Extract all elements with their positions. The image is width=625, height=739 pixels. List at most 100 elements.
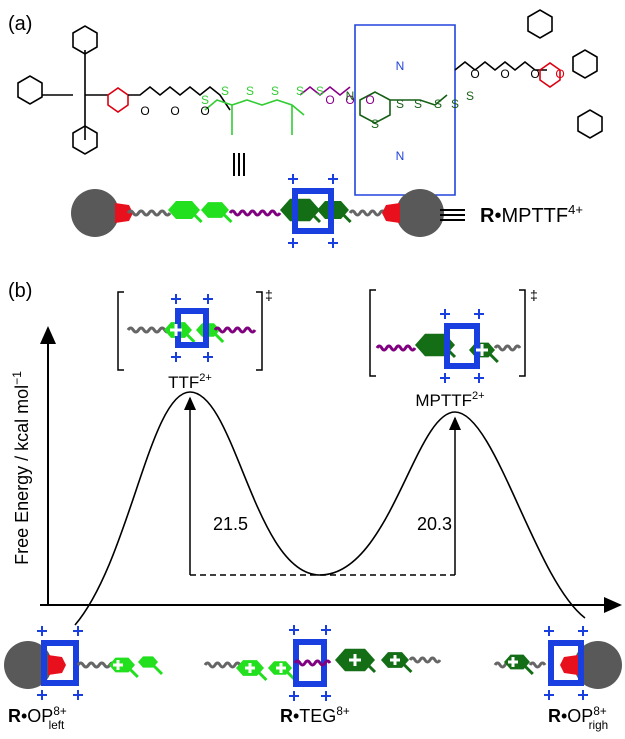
spacer <box>382 203 400 223</box>
plus-sign <box>440 309 450 319</box>
methyl <box>214 332 225 344</box>
bond <box>17 75 43 105</box>
atom-label: S <box>434 97 442 111</box>
plus-sign <box>508 657 518 667</box>
ts-label: TTF2+ <box>168 372 212 392</box>
methyl <box>365 662 377 674</box>
state-label: R•OP8+ left <box>8 705 67 732</box>
chain <box>408 656 442 664</box>
bond <box>572 49 598 79</box>
state-label: R•TEG8+ <box>280 705 350 726</box>
panel-label: (b) <box>8 280 32 302</box>
spacer <box>48 655 66 675</box>
spacer <box>560 655 578 675</box>
methyl <box>310 212 322 224</box>
spacer <box>115 203 133 223</box>
atom-label: O <box>530 67 539 81</box>
stopper <box>71 189 119 237</box>
superscript: 2+ <box>199 372 212 384</box>
bond <box>454 60 547 72</box>
panel-label: (a) <box>8 13 32 35</box>
plus-sign <box>113 660 123 670</box>
ttf-unit <box>168 200 200 220</box>
chain <box>528 661 547 669</box>
stopper <box>4 641 52 689</box>
atom-label: S <box>396 97 404 111</box>
atom-label: N <box>396 149 405 163</box>
methyl <box>222 212 233 224</box>
bracket <box>117 291 263 371</box>
bracket <box>369 289 526 377</box>
bond <box>299 85 351 97</box>
superscript: 2+ <box>472 390 485 402</box>
atom-label: S <box>371 117 379 131</box>
atom-label: S <box>296 84 304 98</box>
plus-sign <box>321 691 331 701</box>
superscript: 4+ <box>568 202 583 217</box>
atom-label: S <box>221 84 229 98</box>
cbpqt-ring <box>292 188 334 234</box>
bond <box>42 50 108 140</box>
atom-label: S <box>316 84 324 98</box>
chain <box>293 659 332 667</box>
atom-label: S <box>451 97 459 111</box>
ttf-unit <box>201 202 229 218</box>
bond <box>577 109 603 139</box>
superscript: 8+ <box>53 705 67 718</box>
superscript: −1 <box>10 371 24 385</box>
bond <box>128 85 231 111</box>
methyl <box>523 664 534 676</box>
bond <box>354 24 456 196</box>
methyl <box>152 664 164 676</box>
plus-sign <box>73 690 83 700</box>
plus-sign <box>171 294 181 304</box>
atom-label: S <box>246 84 254 98</box>
plus-sign <box>203 294 213 304</box>
barrier-value: 20.3 <box>417 514 452 534</box>
atom-label: O <box>470 67 479 81</box>
dagger: ‡ <box>265 287 273 303</box>
bond <box>527 9 553 39</box>
dagger: ‡ <box>530 287 538 303</box>
equivalence <box>233 153 245 176</box>
plus-sign <box>474 309 484 319</box>
cbpqt-ring <box>175 308 209 348</box>
label-main: •OP <box>21 706 53 726</box>
plus-sign <box>288 174 298 184</box>
atom-label: O <box>345 93 354 107</box>
atom-label: O <box>365 93 374 107</box>
state-label: R•OP8+ righ <box>548 705 608 732</box>
bold-prefix: R <box>480 205 495 227</box>
label-main: •OP <box>561 706 593 726</box>
bold-prefix: R <box>280 706 293 726</box>
atom-label: S <box>271 84 279 98</box>
equivalent-label: R•MPTTF4+ <box>480 202 583 227</box>
plus-sign <box>544 626 554 636</box>
methyl <box>185 332 196 344</box>
cbpqt-ring <box>41 640 79 686</box>
atom-label: O <box>500 67 509 81</box>
cbpqt-ring <box>548 640 584 686</box>
plus-sign <box>476 344 488 356</box>
bold-prefix: R <box>8 706 21 726</box>
chain <box>76 661 117 669</box>
plus-sign <box>245 663 255 673</box>
plus-sign <box>328 238 338 248</box>
atom-label: O <box>170 104 179 118</box>
plus-sign <box>578 690 588 700</box>
chain <box>126 326 172 334</box>
methyl <box>488 352 499 364</box>
plus-sign <box>203 352 213 362</box>
plus-sign <box>289 691 299 701</box>
plus-sign <box>328 174 338 184</box>
plus-sign <box>73 626 83 636</box>
chain <box>228 209 282 217</box>
label-main: TTF <box>168 373 199 392</box>
stopper <box>574 641 622 689</box>
bond <box>107 87 129 113</box>
methyl <box>128 667 139 679</box>
subscript: righ <box>589 719 609 732</box>
bond <box>539 62 561 88</box>
atom-label: O <box>555 67 564 81</box>
